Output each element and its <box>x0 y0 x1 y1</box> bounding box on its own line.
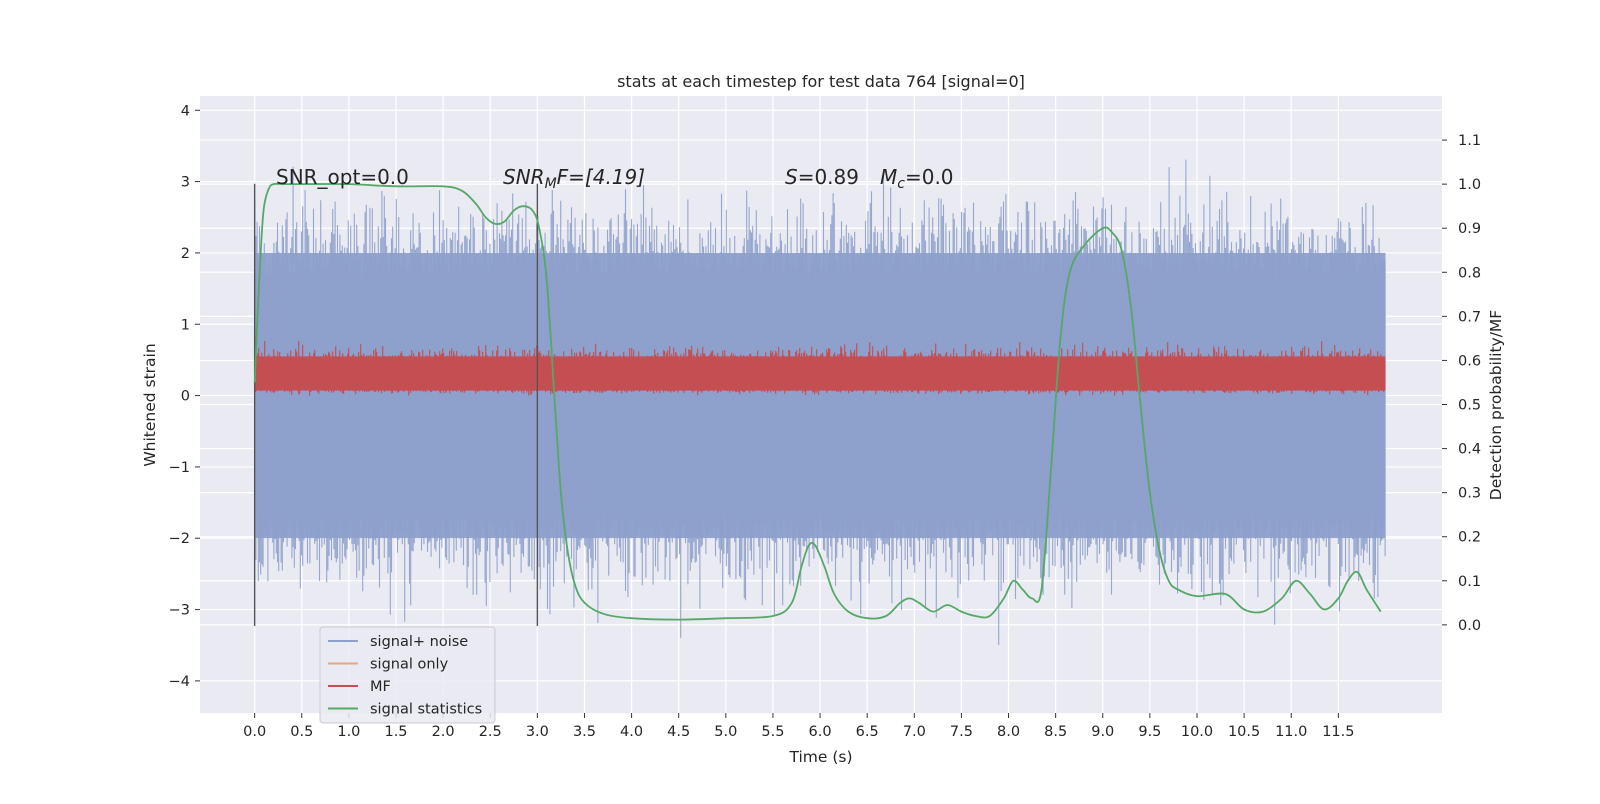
x-axis-label: Time (s) <box>788 748 852 766</box>
snr-opt-annotation: SNR_opt=0.0 <box>276 165 409 189</box>
y-right-tick-label: 0.9 <box>1458 221 1481 237</box>
x-tick-label: 6.5 <box>856 724 879 740</box>
y-tick-label: 3 <box>181 175 190 191</box>
x-tick-label: 2.5 <box>479 724 502 740</box>
x-tick-label: 1.0 <box>337 724 360 740</box>
x-tick-label: 3.5 <box>573 724 596 740</box>
y-right-tick-label: 0.6 <box>1458 353 1481 369</box>
y-right-tick-label: 0.0 <box>1458 618 1481 634</box>
chart-title: stats at each timestep for test data 764… <box>617 72 1025 91</box>
y-tick-label: −3 <box>169 603 190 619</box>
y-right-tick-label: 0.8 <box>1458 265 1481 281</box>
snr-mf-main: SNR <box>503 165 545 189</box>
snr-mf-annotation: SNRMF=[4.19] <box>503 165 645 192</box>
x-tick-label: 0.0 <box>243 724 266 740</box>
s-annotation: S=0.89 <box>785 165 859 189</box>
x-tick-label: 8.0 <box>997 724 1020 740</box>
x-tick-label: 9.5 <box>1138 724 1161 740</box>
legend-label: signal statistics <box>370 702 482 718</box>
y-tick-label: −1 <box>169 460 190 476</box>
y-right-tick-label: 0.1 <box>1458 574 1481 590</box>
y-right-tick-label: 0.7 <box>1458 309 1481 325</box>
mc-annotation: Mc=0.0 <box>880 165 954 192</box>
y-tick-label: 2 <box>181 246 190 262</box>
signal-statistics-series <box>253 182 1382 621</box>
snr-mf-sub: M <box>545 176 557 192</box>
x-tick-label: 9.0 <box>1091 724 1114 740</box>
x-tick-label: 11.5 <box>1322 724 1354 740</box>
x-tick-label: 0.5 <box>290 724 313 740</box>
x-tick-label: 10.0 <box>1181 724 1213 740</box>
x-tick-label: 11.0 <box>1275 724 1307 740</box>
x-tick-label: 5.0 <box>714 724 737 740</box>
x-tick-label: 10.5 <box>1228 724 1260 740</box>
legend-label: signal+ noise <box>370 634 468 650</box>
y-tick-labels: 4 3 2 1 0 −1 −2 −3 −4 <box>169 103 200 690</box>
legend-box <box>319 626 496 724</box>
y-axis-label: Whitened strain <box>141 343 159 466</box>
x-tick-label: 4.0 <box>620 724 643 740</box>
x-tick-labels: 0.0 0.5 1.0 1.5 2.0 2.5 3.0 3.5 4.0 4.5 5.0 5.5 6.0 6… <box>243 713 1354 740</box>
y-right-tick-label: 0.4 <box>1458 442 1481 458</box>
y-tick-label: 4 <box>181 103 190 119</box>
y-right-tick-label: 0.3 <box>1458 486 1481 502</box>
x-tick-label: 4.5 <box>667 724 690 740</box>
y-tick-label: 1 <box>181 317 190 333</box>
y-right-axis-label: Detection probability/MF <box>1487 310 1505 501</box>
s-rest: =0.89 <box>798 165 859 189</box>
y-right-tick-labels: 1.1 1.0 0.9 0.8 0.7 0.6 0.5 0.4 0.3 0.2 0.1 0.0 <box>1442 133 1481 634</box>
y-tick-label: −4 <box>169 674 190 690</box>
legend-label: MF <box>370 679 391 695</box>
vertical-markers <box>253 183 539 626</box>
y-tick-label: 0 <box>181 389 190 405</box>
x-tick-label: 5.5 <box>761 724 784 740</box>
x-tick-label: 6.0 <box>809 724 832 740</box>
x-tick-label: 2.0 <box>432 724 455 740</box>
legend: signal+ noise signal only MF signal statist… <box>319 626 496 724</box>
x-tick-label: 3.0 <box>526 724 549 740</box>
x-tick-label: 8.5 <box>1044 724 1067 740</box>
mc-sub: c <box>897 176 905 192</box>
x-tick-label: 7.0 <box>903 724 926 740</box>
y-tick-label: −2 <box>169 531 190 547</box>
y-right-tick-label: 1.1 <box>1458 133 1481 149</box>
s-main: S <box>785 165 798 189</box>
noise-series <box>254 159 1386 645</box>
x-tick-label: 7.5 <box>950 724 973 740</box>
x-tick-label: 1.5 <box>384 724 407 740</box>
legend-label: signal only <box>370 657 449 673</box>
mc-main: M <box>880 165 897 189</box>
y-right-tick-label: 0.2 <box>1458 530 1481 546</box>
mf-series <box>254 341 1386 396</box>
mc-rest: =0.0 <box>905 165 954 189</box>
snr-mf-rest: F=[4.19] <box>557 165 645 189</box>
y-right-tick-label: 0.5 <box>1458 398 1481 414</box>
y-right-tick-label: 1.0 <box>1458 177 1481 193</box>
signal-statistics-line <box>253 182 1382 621</box>
